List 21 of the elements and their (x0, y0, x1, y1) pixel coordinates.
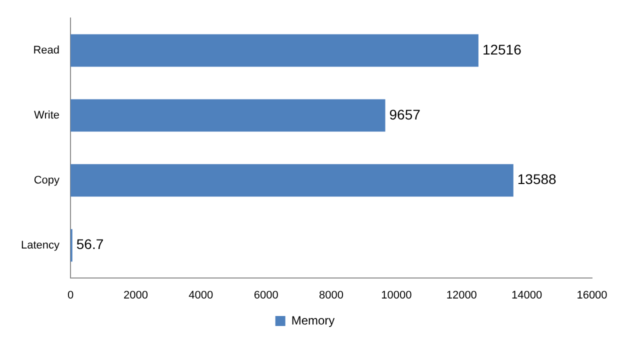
data-label: 13588 (517, 171, 557, 188)
data-label: 12516 (482, 41, 522, 58)
legend-label: Memory (291, 313, 335, 328)
data-label: 56.7 (76, 236, 104, 252)
x-tick-label: 8000 (319, 289, 344, 302)
y-tick-label: Write (34, 109, 60, 122)
x-tick-label: 0 (67, 289, 74, 302)
bar (70, 164, 514, 197)
bar (70, 34, 478, 67)
x-tick-label: 6000 (254, 289, 278, 302)
bar (70, 99, 386, 132)
x-tick-label: 10000 (381, 289, 412, 302)
y-tick-label: Read (33, 44, 60, 57)
y-tick-label: Copy (34, 174, 60, 186)
x-tick-label: 4000 (188, 289, 214, 302)
x-tick-label: 16000 (576, 289, 608, 302)
x-tick-label: 14000 (512, 289, 542, 302)
x-tick-label: 2000 (123, 289, 148, 302)
y-tick-label: Latency (20, 239, 60, 252)
x-tick-label: 12000 (446, 289, 477, 302)
data-label: 9657 (389, 106, 421, 122)
